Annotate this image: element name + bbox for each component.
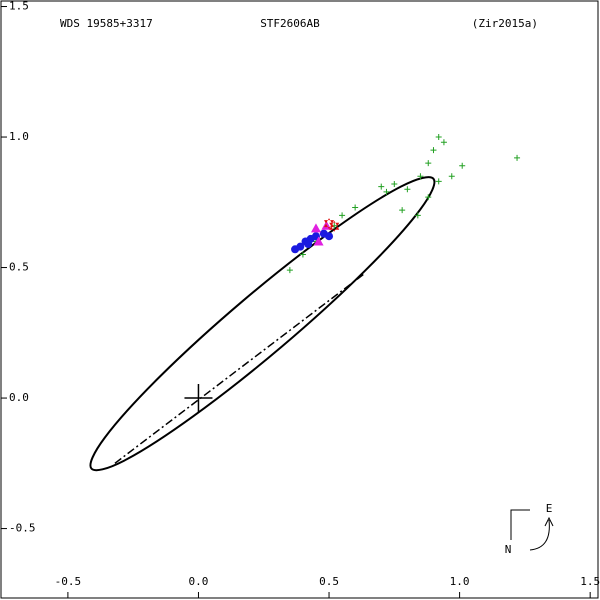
compass-east: E [546,502,553,515]
observation-circle [296,242,305,251]
observation-circle [304,240,313,249]
compass-arrow [529,516,554,551]
y-tick-label: -0.5 [9,522,36,535]
x-tick-label: 0.5 [319,575,339,588]
observation-plus [435,178,442,185]
primary-star [184,384,213,413]
line-of-nodes [114,272,367,464]
observation-plus [352,204,359,211]
compass-axes [510,509,530,540]
x-tick-label: 0.0 [189,575,209,588]
observation-plus [448,173,455,180]
x-tick-label: -0.5 [55,575,82,588]
observation-star [329,220,340,232]
x-tick-label: 1.0 [450,575,470,588]
y-tick-label: 1.0 [9,130,29,143]
observation-plus [383,188,390,195]
observation-plus [430,147,437,154]
observation-plus [514,154,521,161]
y-tick-label: 0.5 [9,261,29,274]
y-tick-label: 1.5 [9,0,29,13]
observation-plus [399,207,406,214]
header-ref: (Zir2015a) [472,17,538,30]
header-wds: WDS 19585+3317 [60,17,153,30]
observation-plus [378,183,385,190]
observation-star [324,218,335,230]
observation-plus [425,160,432,167]
observation-plus [440,139,447,146]
compass-north: N [505,543,512,556]
x-tick-label: 1.5 [580,575,600,588]
orbit [89,176,436,472]
observation-plus [425,194,432,201]
observation-plus [339,212,346,219]
y-tick-label: 0.0 [9,391,29,404]
header-name: STF2606AB [260,17,320,30]
observation-plus [391,181,398,188]
observation-plus [414,212,421,219]
observation-triangle [310,223,321,233]
observation-circle [325,232,334,241]
observation-plus [435,134,442,141]
observation-plus [404,186,411,193]
observation-triangle [313,236,324,246]
observation-plus [299,251,306,258]
observation-plus [286,267,293,274]
observation-plus [459,162,466,169]
observation-plus [417,173,424,180]
